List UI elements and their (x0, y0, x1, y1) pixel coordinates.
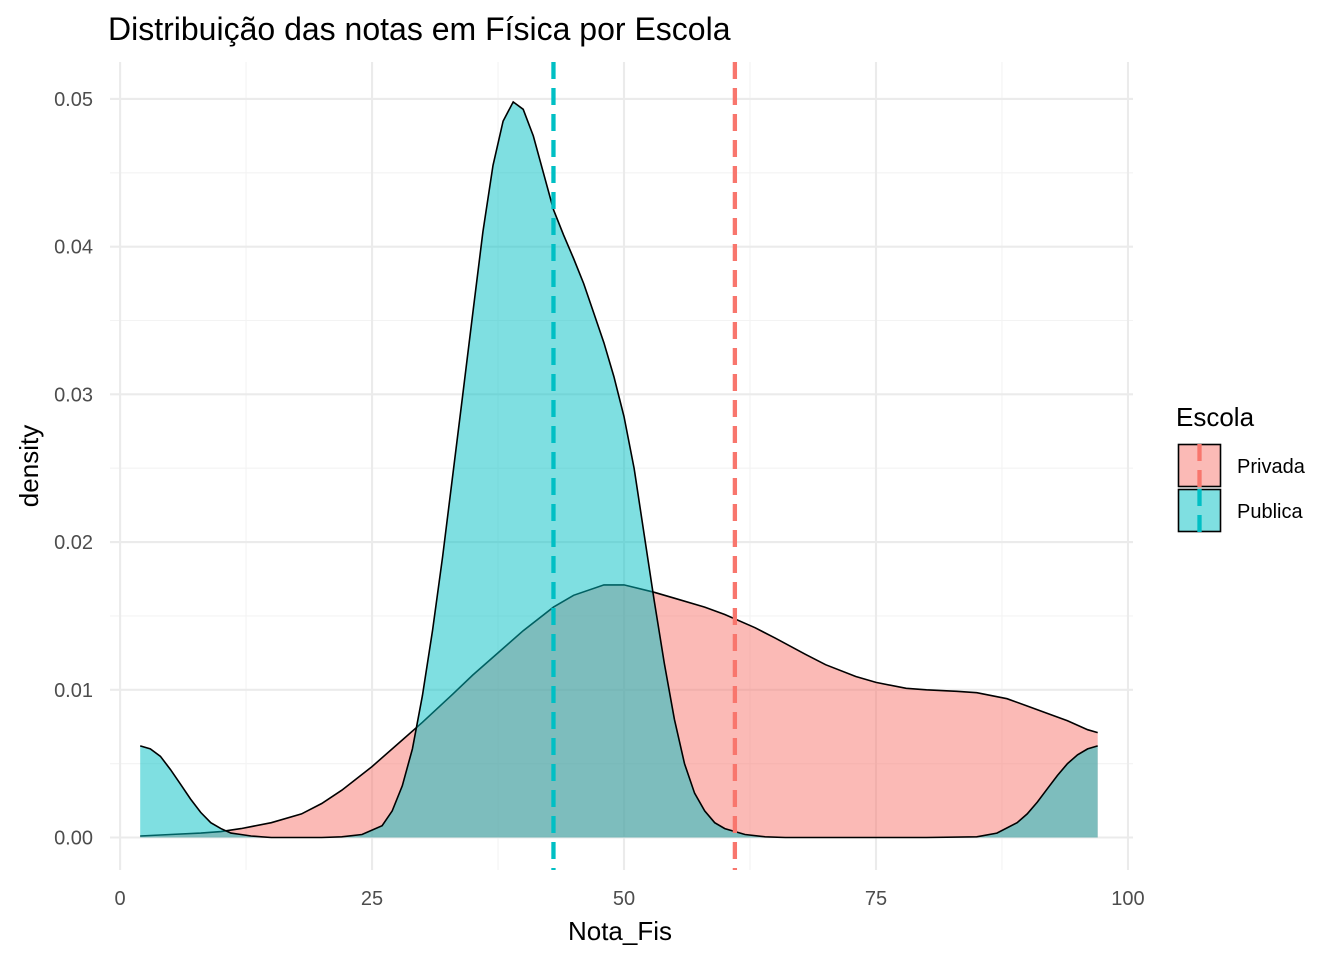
x-tick-label: 25 (361, 888, 383, 910)
x-tick-label: 50 (613, 888, 635, 910)
chart-title: Distribuição das notas em Física por Esc… (108, 11, 731, 47)
y-tick-label: 0.04 (54, 237, 93, 259)
y-axis-title: density (14, 425, 44, 507)
y-tick-label: 0.01 (54, 680, 93, 702)
legend: Escola Privada Publica (1176, 402, 1306, 533)
x-tick-label: 0 (115, 888, 126, 910)
y-tick-label: 0.05 (54, 89, 93, 111)
legend-label-publica: Publica (1237, 501, 1303, 523)
y-tick-label: 0.02 (54, 532, 93, 554)
mean-lines (551, 62, 738, 870)
y-tick-label: 0.00 (54, 828, 93, 850)
legend-title: Escola (1176, 402, 1255, 432)
y-axis-ticks: 0.00 0.01 0.02 0.03 0.04 0.05 (54, 89, 93, 850)
x-axis-ticks: 0 25 50 75 100 (115, 888, 1145, 910)
x-axis-title: Nota_Fis (568, 916, 672, 946)
legend-label-privada: Privada (1237, 456, 1306, 478)
density-area-publica (140, 101, 1098, 838)
y-tick-label: 0.03 (54, 384, 93, 406)
density-areas (139, 100, 1098, 839)
density-outline-publica (139, 100, 1098, 839)
x-tick-label: 100 (1111, 888, 1144, 910)
x-tick-label: 75 (865, 888, 887, 910)
